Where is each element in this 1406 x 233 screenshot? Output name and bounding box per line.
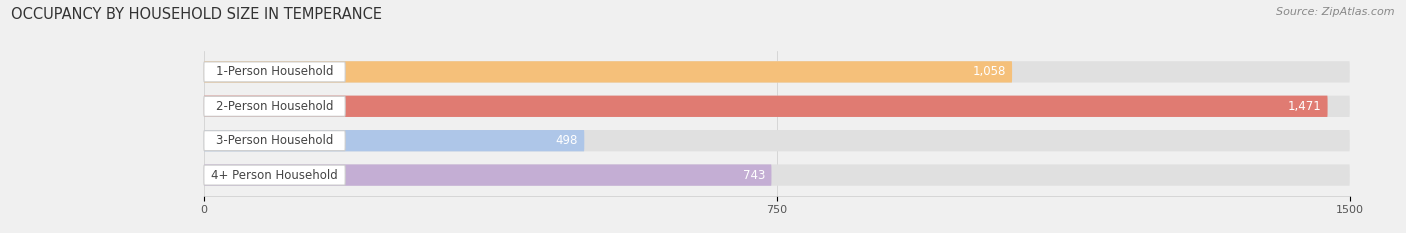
FancyBboxPatch shape bbox=[204, 130, 585, 151]
FancyBboxPatch shape bbox=[204, 165, 346, 185]
FancyBboxPatch shape bbox=[204, 131, 346, 151]
Text: 4+ Person Household: 4+ Person Household bbox=[211, 169, 337, 182]
FancyBboxPatch shape bbox=[204, 96, 346, 116]
Text: 3-Person Household: 3-Person Household bbox=[217, 134, 333, 147]
FancyBboxPatch shape bbox=[204, 164, 1350, 186]
FancyBboxPatch shape bbox=[204, 96, 1327, 117]
Text: 2-Person Household: 2-Person Household bbox=[215, 100, 333, 113]
Text: 1,471: 1,471 bbox=[1288, 100, 1322, 113]
Text: 1,058: 1,058 bbox=[973, 65, 1007, 78]
FancyBboxPatch shape bbox=[204, 130, 1350, 151]
FancyBboxPatch shape bbox=[204, 62, 346, 82]
FancyBboxPatch shape bbox=[204, 164, 772, 186]
FancyBboxPatch shape bbox=[204, 61, 1012, 82]
Text: 498: 498 bbox=[555, 134, 578, 147]
FancyBboxPatch shape bbox=[204, 96, 1350, 117]
Text: OCCUPANCY BY HOUSEHOLD SIZE IN TEMPERANCE: OCCUPANCY BY HOUSEHOLD SIZE IN TEMPERANC… bbox=[11, 7, 382, 22]
Text: Source: ZipAtlas.com: Source: ZipAtlas.com bbox=[1277, 7, 1395, 17]
FancyBboxPatch shape bbox=[204, 61, 1350, 82]
Text: 1-Person Household: 1-Person Household bbox=[215, 65, 333, 78]
Text: 743: 743 bbox=[742, 169, 765, 182]
